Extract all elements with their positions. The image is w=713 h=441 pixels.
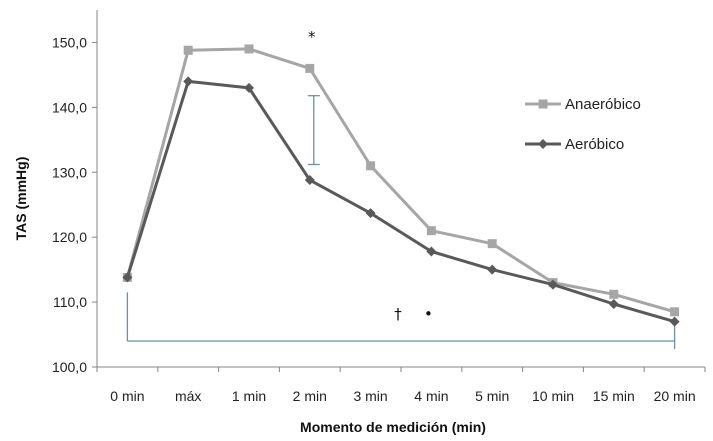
data-point [244,44,254,54]
legend-item-aerobico: Aeróbico [525,136,624,153]
x-tick-label: 3 min [353,388,387,404]
data-point [244,82,254,93]
legend-label-anaerobico: Anaeróbico [565,96,641,113]
bullet-annotation: • [424,305,433,323]
y-tick-label: 110,0 [53,294,87,310]
chart-annotations: * † • [126,28,676,349]
data-point [304,175,315,186]
y-tick-label: 120,0 [52,229,87,245]
y-tick-label: 100,0 [52,359,87,375]
chart-axes [92,10,706,372]
data-point [122,272,133,283]
data-point [426,226,436,236]
x-tick-label: 5 min [475,388,509,404]
data-point [305,63,315,73]
series-1 [122,76,680,327]
data-point [670,307,680,317]
series-line [125,47,676,314]
y-tick-labels: 100,0 110,0 120,0 130,0 140,0 150,0 [52,34,87,375]
legend-marker [538,99,548,109]
series-0 [122,44,680,317]
legend-marker [538,139,548,149]
data-point [487,264,498,275]
x-tick-label: 10 min [532,388,574,404]
x-tick-labels: 0 min máx 1 min 2 min 3 min 4 min 5 min 10 min 1… [110,388,695,404]
x-tick-label: 0 min [110,388,144,404]
chart-series [122,44,680,327]
x-tick-label: 4 min [414,388,448,404]
y-tick-label: 140,0 [52,99,87,115]
data-point [548,279,558,290]
data-point [608,299,619,310]
x-tick-label: 15 min [593,388,635,404]
chart-legend: Anaeróbico Aeróbico [525,96,641,153]
y-axis-title: TAS (mmHg) [13,157,29,241]
y-tick-label: 150,0 [52,34,87,50]
x-axis-title: Momento de medición (min) [300,419,486,435]
legend-item-anaerobico: Anaeróbico [525,96,641,113]
asterisk-annotation: * [308,28,316,46]
data-point [366,161,376,171]
y-tick-label: 130,0 [52,164,87,180]
data-point [669,316,680,327]
data-point [365,208,376,219]
x-tick-label: máx [175,388,201,404]
x-tick-label: 1 min [232,388,266,404]
data-point [426,246,437,257]
data-point [183,45,193,55]
legend-label-aerobico: Aeróbico [565,136,624,153]
data-point [183,76,194,87]
series-line [125,79,676,324]
data-point [487,239,497,249]
data-point [609,289,619,299]
x-tick-label: 2 min [293,388,327,404]
dagger-annotation: † [394,305,402,323]
x-tick-label: 20 min [654,388,696,404]
